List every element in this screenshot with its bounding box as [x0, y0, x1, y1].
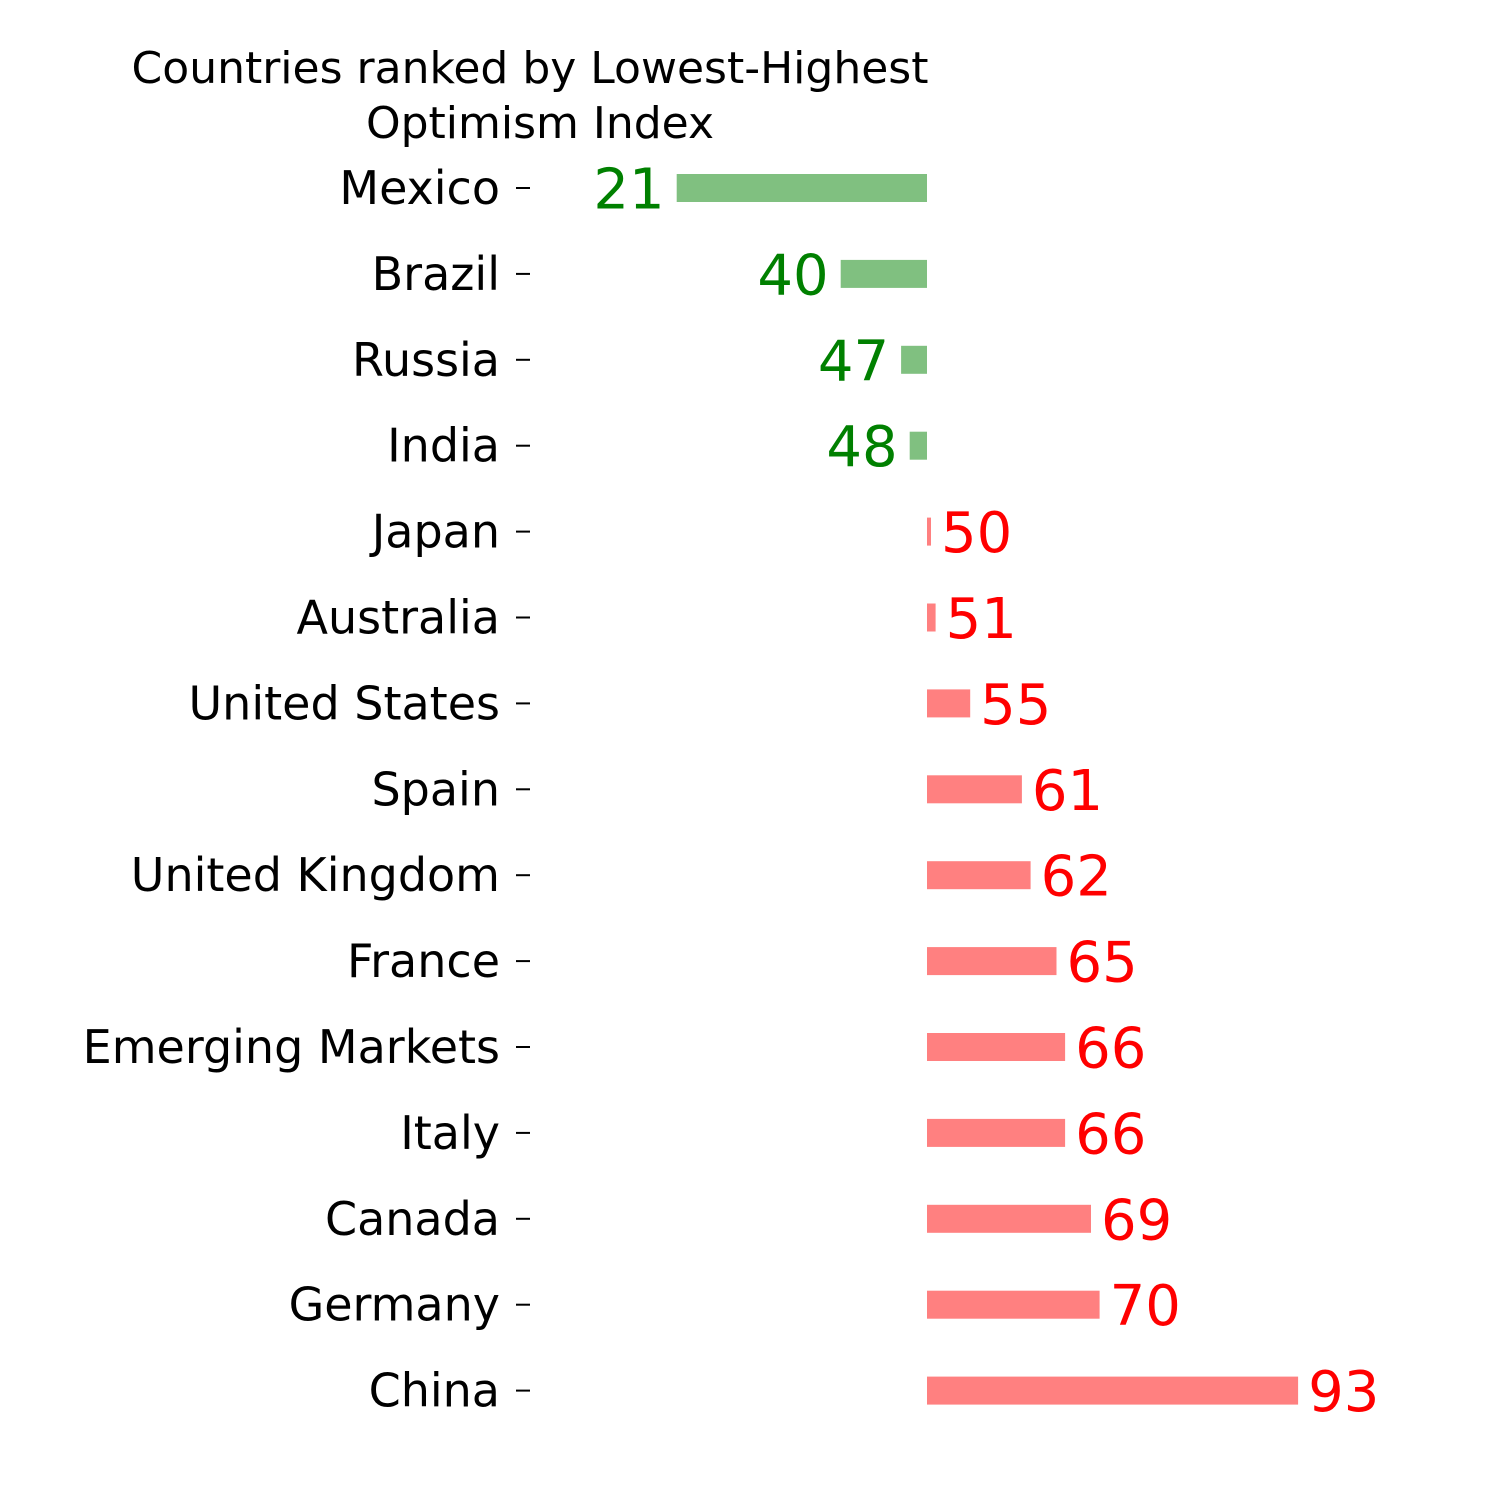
bar	[927, 1118, 1066, 1147]
y-tick-label: Australia	[297, 591, 500, 645]
bar	[927, 1290, 1100, 1319]
y-tick-label: Mexico	[339, 161, 500, 215]
bar	[927, 517, 931, 546]
y-tick-label: United States	[189, 676, 501, 730]
y-tick-label: Japan	[369, 505, 500, 559]
y-tick-label: Germany	[289, 1278, 500, 1332]
data-label: 51	[946, 587, 1017, 652]
y-tick-label: China	[369, 1364, 500, 1418]
chart-title-line-2: Optimism Index	[366, 98, 714, 149]
bar	[840, 259, 927, 288]
bar	[927, 861, 1031, 890]
data-label: 65	[1067, 931, 1138, 996]
bar	[927, 603, 936, 632]
data-label: 93	[1308, 1360, 1379, 1425]
data-label: 55	[980, 673, 1051, 738]
data-label: 66	[1075, 1102, 1146, 1167]
y-tick-label: Italy	[400, 1106, 500, 1160]
bars	[676, 174, 1299, 1405]
y-tick-label: Canada	[325, 1192, 500, 1246]
y-tick-label: Brazil	[372, 247, 500, 301]
data-label: 62	[1041, 845, 1112, 910]
value-labels: 21 40 47 48 50 51 55 61 62 65 66 66 69 70 93	[593, 158, 1379, 1426]
bar	[927, 1376, 1299, 1405]
bar	[927, 775, 1022, 804]
bar	[927, 947, 1057, 976]
y-tick-label: Emerging Markets	[83, 1020, 500, 1074]
y-tick-label: Russia	[352, 333, 500, 387]
bar	[901, 345, 927, 374]
bar	[927, 689, 971, 718]
data-label: 40	[757, 243, 828, 308]
data-label: 66	[1075, 1017, 1146, 1082]
data-label: 48	[826, 415, 897, 480]
data-label: 47	[818, 329, 889, 394]
data-label: 21	[593, 158, 664, 223]
bar	[927, 1204, 1091, 1233]
data-label: 69	[1101, 1188, 1172, 1253]
bar	[927, 1033, 1066, 1061]
data-label: 61	[1032, 759, 1103, 824]
y-tick-label: United Kingdom	[131, 848, 500, 902]
y-tick-label: India	[387, 419, 500, 473]
chart-title-line-1: Countries ranked by Lowest-Highest	[132, 43, 929, 94]
data-label: 70	[1110, 1274, 1181, 1339]
y-tick-label: France	[347, 934, 500, 988]
bar	[909, 431, 927, 460]
bar	[676, 174, 927, 202]
y-axis-ticks: Mexico Brazil Russia India Japan Australia Uni…	[83, 161, 530, 1418]
y-tick-label: Spain	[371, 762, 500, 816]
data-label: 50	[941, 501, 1012, 566]
